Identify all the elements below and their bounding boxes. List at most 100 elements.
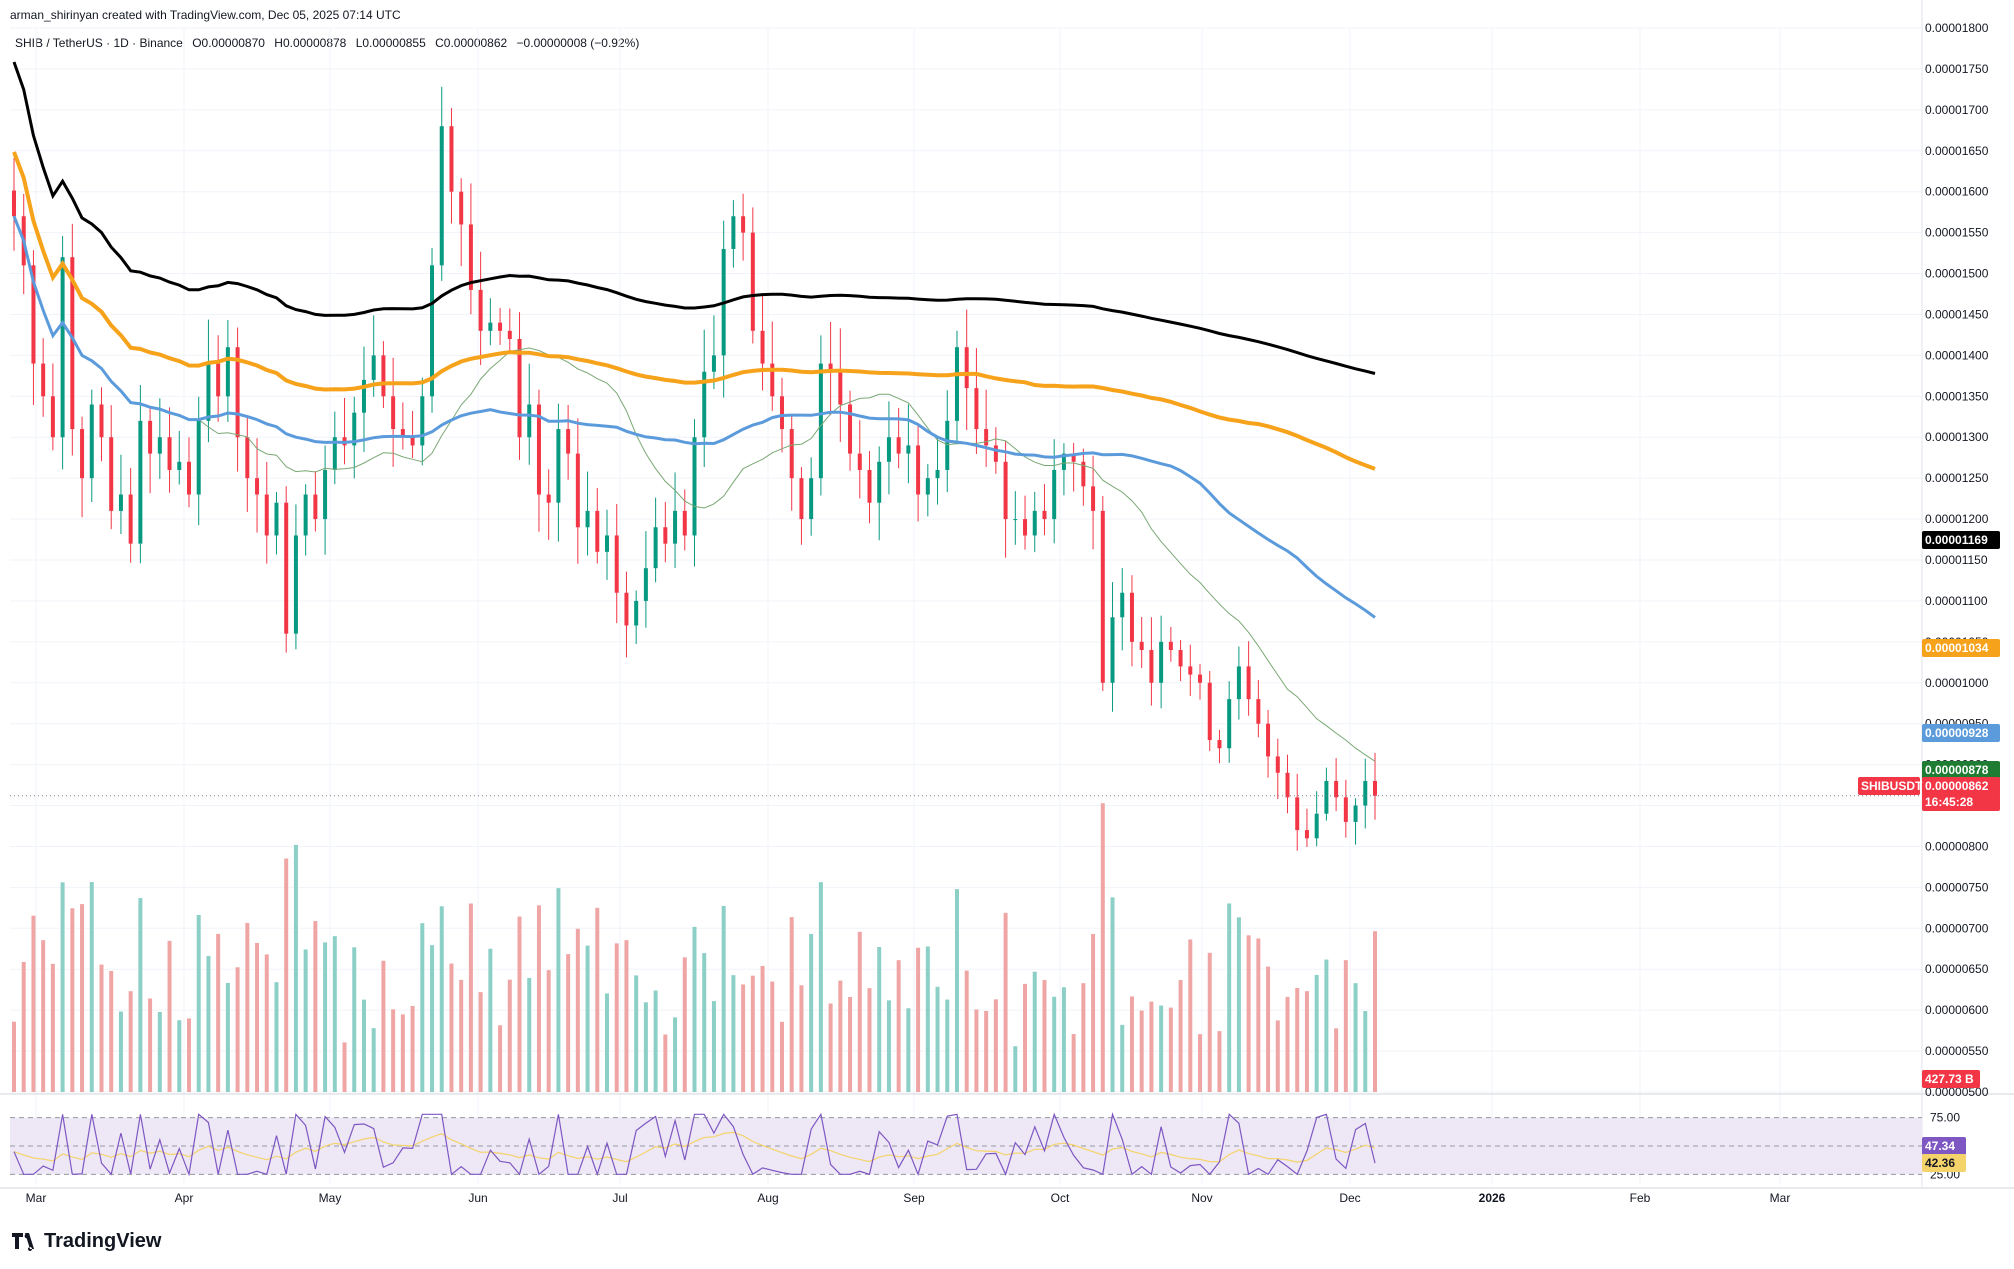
time-tick-label: Nov xyxy=(1191,1191,1212,1205)
symbol-legend: SHIB / TetherUS · 1D · Binance O0.000008… xyxy=(15,36,639,50)
price-tick-label: 0.00001450 xyxy=(1925,307,1989,321)
candle-body xyxy=(245,437,250,479)
candle-body xyxy=(517,339,522,438)
volume-bar xyxy=(954,889,959,1092)
volume-bar xyxy=(692,926,697,1092)
volume-bar xyxy=(1071,1034,1076,1092)
candle-body xyxy=(157,437,162,454)
volume-bar xyxy=(1266,966,1271,1092)
time-tick-label: Dec xyxy=(1339,1191,1360,1205)
candle-body xyxy=(410,437,415,446)
volume-bar xyxy=(41,940,46,1092)
price-tick-label: 0.00001200 xyxy=(1925,512,1989,526)
volume-bar xyxy=(468,903,473,1092)
volume-bar xyxy=(663,1034,668,1092)
volume-bar xyxy=(809,933,814,1092)
price-tick-label: 0.00000500 xyxy=(1925,1085,1989,1099)
volume-bar xyxy=(1042,980,1047,1092)
candle-body xyxy=(799,478,804,520)
candle-body xyxy=(1198,674,1203,683)
candle-body xyxy=(1217,740,1222,749)
candle-body xyxy=(828,363,833,372)
candle-body xyxy=(682,510,687,536)
volume-bar xyxy=(877,946,882,1092)
tradingview-logo[interactable]: TradingView xyxy=(12,1230,161,1253)
candle-body xyxy=(925,478,930,495)
volume-bar xyxy=(536,905,541,1092)
candle-body xyxy=(556,429,561,503)
price-tick-label: 0.00001800 xyxy=(1925,21,1989,35)
candle-body xyxy=(80,429,85,479)
price-tick-label: 0.00001350 xyxy=(1925,389,1989,403)
candle-body xyxy=(789,429,794,479)
price-tick-label: 0.00001000 xyxy=(1925,676,1989,690)
volume-bar xyxy=(1003,912,1008,1092)
candle-body xyxy=(1013,519,1018,521)
volume-bar xyxy=(1207,952,1212,1092)
candle-body xyxy=(323,469,328,520)
volume-bar xyxy=(673,1017,678,1092)
time-axis: Mar Apr May Jun Jul Aug Sep Oct Nov Dec 2026 Feb Mar xyxy=(26,1191,1791,1205)
candle-body xyxy=(1324,780,1329,814)
candle-body xyxy=(1256,699,1261,724)
volume-bar xyxy=(867,988,872,1092)
candle-body xyxy=(1081,461,1086,487)
chart-credit: arman_shirinyan created with TradingView… xyxy=(10,8,401,22)
candle-body xyxy=(993,445,998,462)
volume-bar xyxy=(186,1018,191,1092)
volume-bar xyxy=(1246,935,1251,1092)
candle-body xyxy=(50,396,55,438)
volume-bar xyxy=(1314,974,1319,1092)
symbol-line[interactable]: SHIB / TetherUS · 1D · Binance xyxy=(15,36,183,50)
price-tag-ma20-bg xyxy=(1922,761,2000,779)
rsi-ma-tag-bg xyxy=(1922,1154,1966,1172)
volume-bar xyxy=(21,961,26,1092)
candle-body xyxy=(1149,650,1154,683)
volume-bar xyxy=(400,1014,405,1092)
low-value: L0.00000855 xyxy=(355,36,426,50)
candle-body xyxy=(906,445,911,454)
candle-body xyxy=(381,355,386,397)
candle-body xyxy=(1042,510,1047,520)
ma100-line xyxy=(12,151,1376,471)
candle-body xyxy=(711,355,716,372)
candle-body xyxy=(916,445,921,495)
candle-body xyxy=(1003,461,1008,520)
volume-bar xyxy=(556,888,561,1092)
time-tick-label: May xyxy=(319,1191,342,1205)
volume-bar xyxy=(1285,996,1290,1092)
volume-bar xyxy=(1120,1024,1125,1092)
volume-bar xyxy=(371,1028,376,1092)
volume-bar xyxy=(391,1009,396,1092)
candle-body xyxy=(196,420,201,495)
volume-bar xyxy=(925,946,930,1092)
time-tick-label: Jul xyxy=(612,1191,627,1205)
volume-bar xyxy=(31,915,36,1092)
candle-body xyxy=(468,224,473,290)
candle-body xyxy=(89,404,94,479)
volume-bar xyxy=(1149,1001,1154,1092)
volume-bar xyxy=(643,1002,648,1092)
volume-bar xyxy=(1061,987,1066,1092)
volume-bar xyxy=(1217,1031,1222,1092)
price-tick-label: 0.00001400 xyxy=(1925,348,1989,362)
volume-bar xyxy=(702,953,707,1092)
volume-bar xyxy=(1353,983,1358,1092)
volume-bar xyxy=(828,1003,833,1092)
time-tick-label: Oct xyxy=(1051,1191,1070,1205)
volume-bar xyxy=(488,948,493,1092)
candle-body xyxy=(974,388,979,430)
volume-bar xyxy=(89,882,94,1092)
volume-bar xyxy=(857,931,862,1092)
volume-bar xyxy=(945,999,950,1092)
candle-body xyxy=(809,478,814,520)
candle-body xyxy=(1159,641,1164,683)
volume-bar xyxy=(741,984,746,1092)
volume-bar xyxy=(430,945,435,1092)
candle-body xyxy=(498,322,503,331)
candle-body xyxy=(1052,469,1057,520)
volume-bar xyxy=(225,982,230,1092)
volume-bar xyxy=(984,1010,989,1092)
rsi-value-tag-bg xyxy=(1922,1137,1966,1155)
